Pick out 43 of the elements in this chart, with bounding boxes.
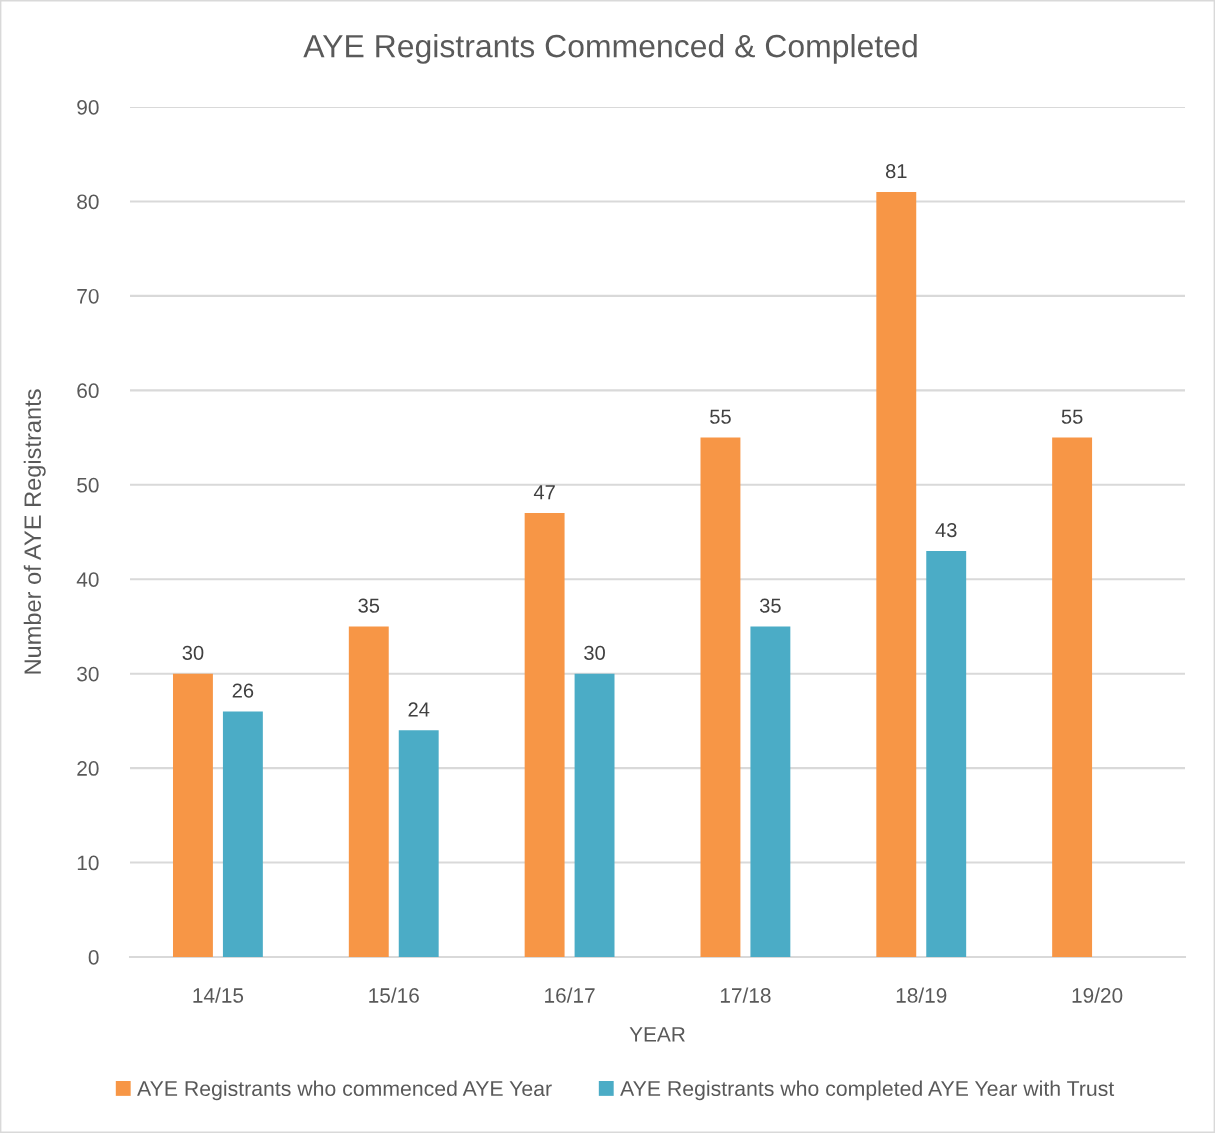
bar [876,192,917,957]
x-tick-label: 14/15 [193,987,244,1003]
bar [172,673,213,957]
x-axis-title: YEAR [629,1027,685,1042]
y-tick-label: 90 [77,100,99,115]
data-label: 43 [935,522,957,538]
y-axis-title: Number of AYE Registrants [23,389,46,674]
x-tick-label: 15/16 [369,987,419,1003]
y-tick-label: 80 [77,194,99,210]
bar [524,513,565,957]
y-tick-label: 70 [77,288,99,304]
data-label: 35 [358,598,380,613]
bar [700,437,741,957]
x-tick-label: 19/20 [1072,987,1123,1003]
bar [222,711,263,957]
data-label: 35 [759,598,781,613]
y-tick-label: 20 [77,761,99,776]
y-tick-label: 60 [77,383,99,399]
data-label: 55 [1061,409,1083,424]
data-label: 24 [408,702,430,717]
data-label: 26 [232,683,254,698]
data-label: 55 [710,409,731,424]
x-tick-label: 16/17 [545,987,595,1003]
bar [750,626,791,957]
bar [926,550,967,957]
bar [1052,437,1093,957]
chart-title: AYE Registrants Commenced & Completed [303,34,917,64]
x-tick-label: 18/19 [896,987,947,1003]
x-tick-label: 17/18 [720,987,771,1003]
data-label: 47 [533,485,555,500]
legend-label: AYE Registrants who commenced AYE Year [137,1080,552,1101]
data-label: 81 [885,164,907,179]
bar [574,673,615,957]
data-label: 30 [182,645,204,660]
y-tick-label: 50 [77,477,99,493]
bar [348,626,389,957]
bar [398,730,439,957]
legend-label: AYE Registrants who completed AYE Year with Trust [620,1080,1115,1101]
y-tick-label: 40 [76,572,99,587]
y-tick-label: 30 [77,666,99,682]
y-tick-label: 10 [77,855,99,871]
y-tick-label: 0 [88,950,99,965]
data-label: 30 [584,645,605,660]
